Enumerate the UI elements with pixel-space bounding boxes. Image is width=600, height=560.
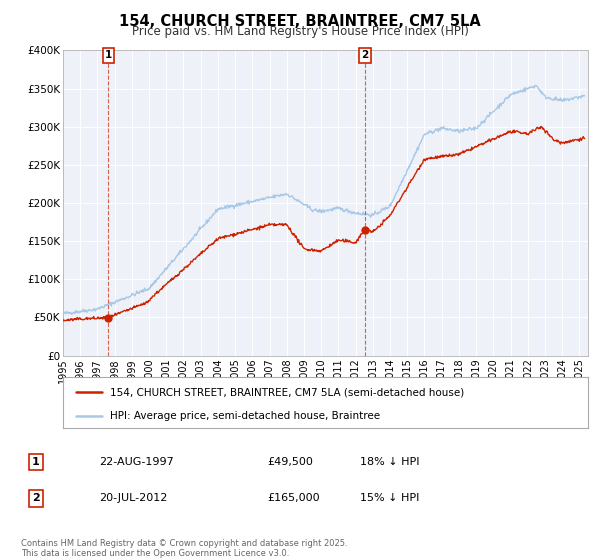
Text: 20-JUL-2012: 20-JUL-2012 — [99, 493, 167, 503]
Text: Contains HM Land Registry data © Crown copyright and database right 2025.
This d: Contains HM Land Registry data © Crown c… — [21, 539, 347, 558]
Text: £49,500: £49,500 — [267, 457, 313, 467]
Text: £165,000: £165,000 — [267, 493, 320, 503]
Text: Price paid vs. HM Land Registry's House Price Index (HPI): Price paid vs. HM Land Registry's House … — [131, 25, 469, 38]
Text: HPI: Average price, semi-detached house, Braintree: HPI: Average price, semi-detached house,… — [110, 410, 380, 421]
Text: 22-AUG-1997: 22-AUG-1997 — [99, 457, 174, 467]
Text: 2: 2 — [361, 50, 368, 60]
Text: 2: 2 — [32, 493, 40, 503]
Text: 18% ↓ HPI: 18% ↓ HPI — [360, 457, 419, 467]
Text: 15% ↓ HPI: 15% ↓ HPI — [360, 493, 419, 503]
Text: 154, CHURCH STREET, BRAINTREE, CM7 5LA: 154, CHURCH STREET, BRAINTREE, CM7 5LA — [119, 14, 481, 29]
Text: 154, CHURCH STREET, BRAINTREE, CM7 5LA (semi-detached house): 154, CHURCH STREET, BRAINTREE, CM7 5LA (… — [110, 388, 464, 398]
Text: 1: 1 — [105, 50, 112, 60]
Text: 1: 1 — [32, 457, 40, 467]
